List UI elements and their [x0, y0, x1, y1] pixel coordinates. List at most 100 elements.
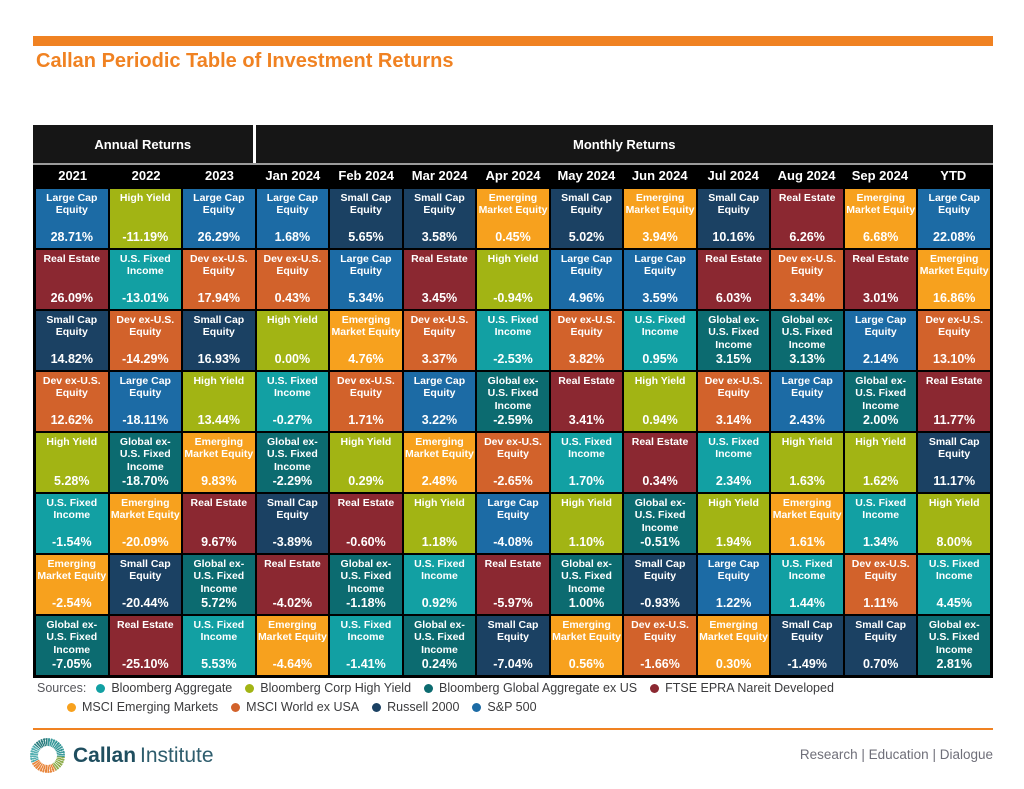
asset-name: Emerging Market Equity	[405, 436, 474, 461]
return-cell: Large Cap Equity 2.43%	[771, 372, 843, 431]
return-value: 3.41%	[568, 413, 605, 427]
return-value: -20.09%	[122, 535, 169, 549]
asset-name: Small Cap Equity	[708, 192, 759, 217]
legend-item-label: Russell 2000	[387, 700, 460, 714]
return-cell: U.S. Fixed Income -1.41%	[330, 616, 402, 675]
return-value: 3.15%	[715, 352, 752, 366]
legend-bullet-icon	[67, 702, 76, 712]
return-cell: Global ex-U.S. Fixed Income 3.15%	[697, 311, 770, 370]
return-value: 22.08%	[933, 230, 976, 244]
asset-name: Global ex-U.S. Fixed Income	[414, 619, 465, 656]
return-cell: Dev ex-U.S. Equity 3.34%	[771, 250, 843, 309]
asset-name: Emerging Market Equity	[772, 497, 842, 522]
return-cell: Small Cap Equity 14.82%	[36, 311, 108, 370]
return-cell: Global ex-U.S. Fixed Income 1.00%	[550, 555, 623, 614]
return-value: 4.45%	[936, 596, 972, 610]
return-cell: Real Estate -5.97%	[477, 555, 549, 614]
return-cell: Small Cap Equity -7.04%	[477, 616, 549, 675]
return-cell: Real Estate -0.60%	[330, 494, 402, 553]
asset-name: Global ex-U.S. Fixed Income	[634, 497, 686, 534]
return-value: 11.77%	[933, 413, 976, 427]
return-value: -0.51%	[640, 535, 680, 549]
return-value: -14.29%	[122, 352, 169, 366]
return-cell: Dev ex-U.S. Equity 3.37%	[403, 311, 476, 370]
return-value: -5.97%	[493, 596, 533, 610]
return-cell: Small Cap Equity 3.58%	[403, 189, 476, 248]
asset-name: Large Cap Equity	[855, 314, 907, 339]
return-cell: Global ex-U.S. Fixed Income -2.29%	[256, 433, 329, 492]
return-value: -25.10%	[122, 657, 169, 671]
return-cell: Small Cap Equity 10.16%	[697, 189, 770, 248]
return-value: 0.30%	[715, 657, 752, 671]
footer-brand: Callan Institute	[30, 738, 214, 773]
column-header: 2021	[58, 168, 88, 183]
return-value: 5.65%	[348, 230, 384, 244]
annual-returns-header: Annual Returns	[33, 125, 253, 163]
asset-name: Emerging Market Equity	[478, 192, 548, 217]
sources-legend: Sources: Bloomberg Aggregate Bloomberg C…	[37, 681, 847, 719]
asset-name: Dev ex-U.S. Equity	[116, 314, 175, 339]
asset-name: Emerging Market Equity	[331, 314, 401, 339]
return-value: 8.00%	[936, 535, 972, 549]
return-value: 3.59%	[642, 291, 678, 305]
return-cell: Global ex-U.S. Fixed Income -7.05%	[36, 616, 108, 675]
asset-name: U.S. Fixed Income	[781, 558, 833, 583]
return-cell: Dev ex-U.S. Equity 17.94%	[183, 250, 255, 309]
return-cell: Large Cap Equity -18.11%	[109, 372, 182, 431]
asset-name: High Yield	[561, 497, 612, 509]
return-cell: Emerging Market Equity 0.30%	[697, 616, 770, 675]
return-cell: High Yield 1.18%	[403, 494, 476, 553]
return-value: 2.34%	[715, 474, 752, 488]
asset-name: Real Estate	[631, 436, 689, 448]
asset-name: Large Cap Equity	[266, 192, 319, 217]
return-value: 2.48%	[421, 474, 458, 488]
return-cell: U.S. Fixed Income -13.01%	[109, 250, 182, 309]
asset-name: Small Cap Equity	[414, 192, 465, 217]
monthly-returns-header: Monthly Returns	[255, 125, 993, 163]
return-cell: High Yield 5.28%	[36, 433, 108, 492]
return-cell: Global ex-U.S. Fixed Income 3.13%	[771, 311, 843, 370]
return-cell: U.S. Fixed Income 0.95%	[624, 311, 696, 370]
asset-name: Real Estate	[190, 497, 248, 509]
asset-name: Dev ex-U.S. Equity	[263, 253, 322, 278]
asset-name: High Yield	[119, 192, 171, 204]
return-value: 3.34%	[789, 291, 825, 305]
return-cell: U.S. Fixed Income 2.34%	[697, 433, 770, 492]
asset-name: Large Cap Equity	[340, 253, 392, 278]
footer-tagline: Research | Education | Dialogue	[799, 747, 993, 762]
asset-name: Emerging Market Equity	[184, 436, 254, 461]
legend-item: S&P 500	[472, 700, 537, 714]
asset-name: Small Cap Equity	[634, 558, 686, 583]
asset-name: Large Cap Equity	[487, 497, 539, 522]
legend-item: Russell 2000	[372, 700, 459, 714]
return-cell: Small Cap Equity 11.17%	[918, 433, 990, 492]
return-cell: Emerging Market Equity 2.48%	[403, 433, 476, 492]
return-value: 5.28%	[54, 474, 90, 488]
return-value: -3.89%	[272, 535, 313, 549]
asset-name: Dev ex-U.S. Equity	[851, 558, 910, 583]
return-cell: Dev ex-U.S. Equity -2.65%	[477, 433, 549, 492]
return-cell: Dev ex-U.S. Equity 1.11%	[844, 555, 917, 614]
return-value: 3.94%	[642, 230, 678, 244]
legend-item: FTSE EPRA Nareit Developed	[650, 681, 834, 695]
callan-logo-icon	[30, 738, 65, 773]
return-value: 13.44%	[197, 413, 241, 427]
return-value: 11.17%	[933, 474, 976, 488]
return-value: 0.00%	[274, 352, 311, 366]
return-value: -18.11%	[122, 413, 169, 427]
return-cell: Small Cap Equity 0.70%	[844, 616, 917, 675]
return-value: -20.44%	[122, 596, 169, 610]
asset-name: Real Estate	[558, 375, 615, 387]
return-value: -1.54%	[51, 535, 92, 549]
return-cell: Large Cap Equity -4.08%	[477, 494, 549, 553]
asset-name: Emerging Market Equity	[699, 619, 769, 644]
asset-name: Emerging Market Equity	[846, 192, 916, 217]
return-value: 1.34%	[862, 535, 899, 549]
column-header: Mar 2024	[411, 168, 468, 183]
asset-name: U.S. Fixed Income	[928, 558, 980, 583]
asset-name: Global ex-U.S. Fixed Income	[193, 558, 245, 595]
return-cell: Dev ex-U.S. Equity 3.82%	[550, 311, 623, 370]
asset-name: Global ex-U.S. Fixed Income	[781, 314, 833, 351]
asset-name: Large Cap Equity	[119, 375, 171, 400]
return-value: 1.70%	[568, 474, 605, 488]
